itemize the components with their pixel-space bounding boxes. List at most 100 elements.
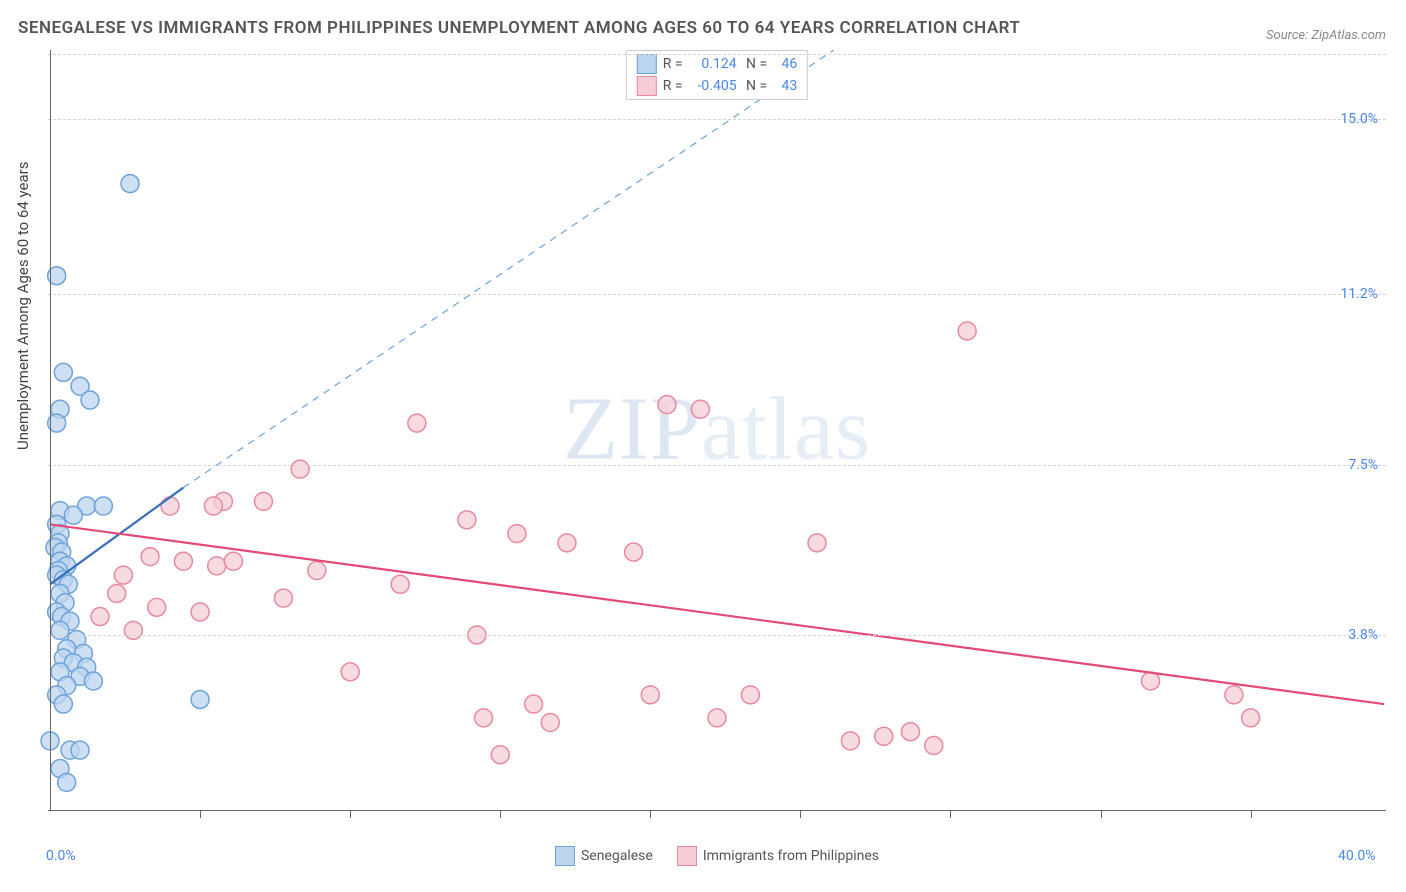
data-point	[174, 552, 192, 570]
series-legend: Senegalese Immigrants from Philippines	[555, 846, 879, 866]
y-axis-line	[50, 50, 51, 810]
legend-n-value: 46	[773, 56, 797, 72]
data-point	[114, 566, 132, 584]
x-tick	[1251, 810, 1252, 818]
data-point	[458, 511, 476, 529]
data-point	[901, 723, 919, 741]
legend-item-philippines: Immigrants from Philippines	[677, 846, 879, 866]
data-point	[525, 695, 543, 713]
data-point	[558, 534, 576, 552]
trend-line	[50, 524, 1384, 704]
data-point	[54, 695, 72, 713]
legend-label: Senegalese	[581, 848, 653, 864]
data-point	[274, 589, 292, 607]
data-point	[121, 175, 139, 193]
data-point	[1242, 709, 1260, 727]
x-tick-label: 40.0%	[1338, 848, 1376, 864]
x-tick	[950, 810, 951, 818]
swatch-icon	[555, 846, 575, 866]
grid-line	[48, 119, 1386, 120]
grid-line	[48, 294, 1386, 295]
data-point	[148, 598, 166, 616]
x-tick	[500, 810, 501, 818]
data-point	[491, 746, 509, 764]
data-point	[708, 709, 726, 727]
x-tick	[800, 810, 801, 818]
data-point	[51, 621, 69, 639]
data-point	[541, 713, 559, 731]
legend-n-value: 43	[773, 78, 797, 94]
y-tick-label: 7.5%	[1348, 457, 1378, 473]
y-axis-label: Unemployment Among Ages 60 to 64 years	[14, 162, 32, 450]
data-point	[141, 548, 159, 566]
data-point	[391, 575, 409, 593]
y-tick-label: 15.0%	[1340, 111, 1378, 127]
legend-row-senegalese: R = 0.124 N = 46	[637, 53, 797, 75]
data-point	[204, 497, 222, 515]
data-point	[841, 732, 859, 750]
data-point	[625, 543, 643, 561]
legend-n-label: N =	[743, 56, 768, 72]
correlation-legend: R = 0.124 N = 46 R = -0.405 N = 43	[626, 50, 808, 100]
data-point	[191, 603, 209, 621]
data-point	[408, 414, 426, 432]
scatter-plot	[48, 50, 1386, 840]
x-tick	[200, 810, 201, 818]
data-point	[508, 525, 526, 543]
swatch-icon	[677, 846, 697, 866]
data-point	[54, 363, 72, 381]
legend-row-philippines: R = -0.405 N = 43	[637, 75, 797, 97]
data-point	[875, 727, 893, 745]
swatch-icon	[637, 76, 657, 96]
data-point	[84, 672, 102, 690]
data-point	[94, 497, 112, 515]
data-point	[124, 621, 142, 639]
x-axis-line	[48, 810, 1386, 811]
y-tick-label: 11.2%	[1340, 286, 1378, 302]
source-label: Source: ZipAtlas.com	[1266, 28, 1386, 43]
data-point	[691, 400, 709, 418]
data-point	[641, 686, 659, 704]
data-point	[658, 396, 676, 414]
data-point	[108, 585, 126, 603]
x-tick	[1101, 810, 1102, 818]
x-tick	[650, 810, 651, 818]
data-point	[64, 506, 82, 524]
data-point	[91, 608, 109, 626]
y-tick-label: 3.8%	[1348, 627, 1378, 643]
data-point	[341, 663, 359, 681]
swatch-icon	[637, 54, 657, 74]
data-point	[291, 460, 309, 478]
x-tick	[350, 810, 351, 818]
data-point	[475, 709, 493, 727]
legend-r-value: -0.405	[689, 78, 737, 94]
trend-line-extension	[183, 50, 833, 488]
legend-label: Immigrants from Philippines	[703, 848, 879, 864]
grid-line	[48, 54, 1386, 55]
data-point	[208, 557, 226, 575]
legend-n-label: N =	[743, 78, 768, 94]
legend-item-senegalese: Senegalese	[555, 846, 653, 866]
grid-line	[48, 635, 1386, 636]
legend-r-value: 0.124	[689, 56, 737, 72]
data-point	[58, 773, 76, 791]
x-tick-label: 0.0%	[46, 848, 76, 864]
grid-line	[48, 465, 1386, 466]
data-point	[958, 322, 976, 340]
data-point	[1142, 672, 1160, 690]
data-point	[808, 534, 826, 552]
data-point	[224, 552, 242, 570]
data-point	[191, 690, 209, 708]
data-point	[925, 737, 943, 755]
data-point	[161, 497, 179, 515]
legend-r-label: R =	[663, 56, 683, 72]
chart-area: ZIPatlas R = 0.124 N = 46 R = -0.405 N =…	[48, 50, 1386, 840]
data-point	[254, 492, 272, 510]
data-point	[308, 561, 326, 579]
data-point	[71, 741, 89, 759]
legend-r-label: R =	[663, 78, 683, 94]
data-point	[741, 686, 759, 704]
data-point	[81, 391, 99, 409]
chart-title: SENEGALESE VS IMMIGRANTS FROM PHILIPPINE…	[18, 18, 1020, 38]
data-point	[1225, 686, 1243, 704]
